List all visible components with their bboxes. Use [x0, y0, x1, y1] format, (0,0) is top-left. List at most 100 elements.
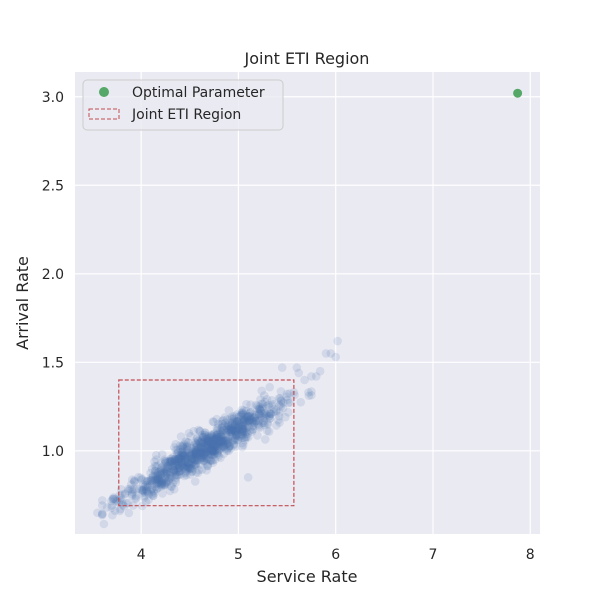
sample-point	[259, 413, 269, 423]
sample-point	[160, 465, 170, 474]
sample-point	[257, 386, 267, 396]
sample-point	[174, 450, 184, 460]
sample-point	[148, 476, 157, 486]
sample-point	[210, 445, 220, 454]
sample-point	[243, 413, 252, 422]
sample-point	[171, 455, 180, 465]
sample-point	[202, 454, 211, 463]
sample-point	[189, 449, 199, 459]
sample-point	[237, 405, 247, 415]
sample-point	[261, 411, 271, 420]
sample-point	[207, 446, 217, 456]
sample-point	[156, 466, 166, 476]
sample-point	[238, 424, 247, 434]
sample-point	[191, 456, 201, 465]
sample-point	[188, 447, 197, 456]
sample-point	[234, 424, 244, 434]
sample-point	[210, 446, 220, 456]
sample-point	[183, 462, 193, 472]
sample-point	[247, 417, 257, 427]
sample-point	[285, 398, 295, 407]
sample-point	[219, 436, 229, 445]
sample-point	[120, 490, 130, 499]
sample-point	[281, 412, 290, 422]
sample-point	[214, 441, 224, 451]
sample-point	[199, 448, 209, 457]
sample-point	[253, 401, 262, 411]
sample-point	[178, 442, 188, 451]
sample-point	[192, 450, 202, 459]
sample-point	[246, 400, 255, 409]
sample-point	[187, 455, 196, 464]
sample-point	[209, 446, 219, 455]
sample-point	[163, 475, 173, 485]
sample-point	[183, 459, 192, 469]
sample-point	[171, 439, 181, 449]
y-axis-label: Arrival Rate	[13, 256, 32, 350]
sample-point	[208, 447, 217, 456]
sample-point	[202, 466, 211, 475]
sample-point	[229, 424, 239, 434]
sample-point	[194, 436, 203, 446]
sample-point	[200, 445, 210, 454]
sample-point	[238, 422, 247, 431]
sample-point	[200, 451, 209, 461]
sample-point	[149, 491, 158, 501]
sample-point	[260, 435, 270, 444]
sample-point	[154, 475, 164, 484]
sample-point	[239, 427, 249, 436]
eti-region	[118, 379, 295, 507]
sample-point	[165, 464, 174, 473]
sample-point	[216, 444, 226, 453]
sample-point	[163, 461, 172, 471]
sample-point	[202, 431, 211, 441]
sample-point	[213, 430, 222, 440]
sample-point	[244, 415, 253, 425]
sample-point	[152, 484, 162, 493]
sample-point	[282, 392, 291, 402]
sample-point	[210, 455, 220, 465]
sample-point	[203, 460, 213, 469]
sample-point	[196, 443, 206, 453]
sample-point	[239, 419, 248, 428]
sample-point	[230, 436, 240, 445]
sample-point	[218, 437, 228, 446]
sample-point	[120, 489, 130, 498]
sample-point	[231, 431, 241, 441]
sample-point	[169, 457, 179, 466]
sample-point	[170, 458, 179, 468]
sample-point	[174, 470, 183, 480]
sample-point	[230, 419, 240, 429]
sample-point	[165, 458, 175, 468]
sample-point	[208, 439, 217, 449]
sample-point	[204, 440, 213, 449]
sample-point	[208, 433, 217, 443]
sample-point	[107, 501, 117, 510]
sample-point	[216, 439, 226, 449]
sample-point	[177, 460, 187, 470]
sample-point	[167, 456, 177, 466]
sample-point	[194, 452, 204, 462]
sample-point	[128, 501, 138, 510]
sample-point	[174, 463, 183, 473]
sample-point	[198, 453, 208, 463]
sample-point	[186, 454, 196, 463]
sample-point	[244, 416, 254, 426]
sample-point	[198, 444, 208, 454]
sample-point	[246, 414, 255, 423]
sample-point	[191, 461, 201, 470]
sample-point	[185, 464, 194, 473]
sample-point	[238, 438, 247, 448]
sample-point	[230, 427, 240, 437]
sample-point	[276, 402, 286, 411]
sample-point	[237, 415, 247, 425]
sample-point	[216, 432, 226, 441]
sample-point	[142, 482, 152, 492]
sample-point	[266, 409, 275, 419]
sample-point	[237, 408, 246, 418]
sample-point	[205, 443, 215, 453]
sample-point	[232, 424, 242, 433]
sample-point	[239, 426, 249, 436]
sample-point	[208, 450, 217, 460]
sample-point	[162, 464, 172, 474]
